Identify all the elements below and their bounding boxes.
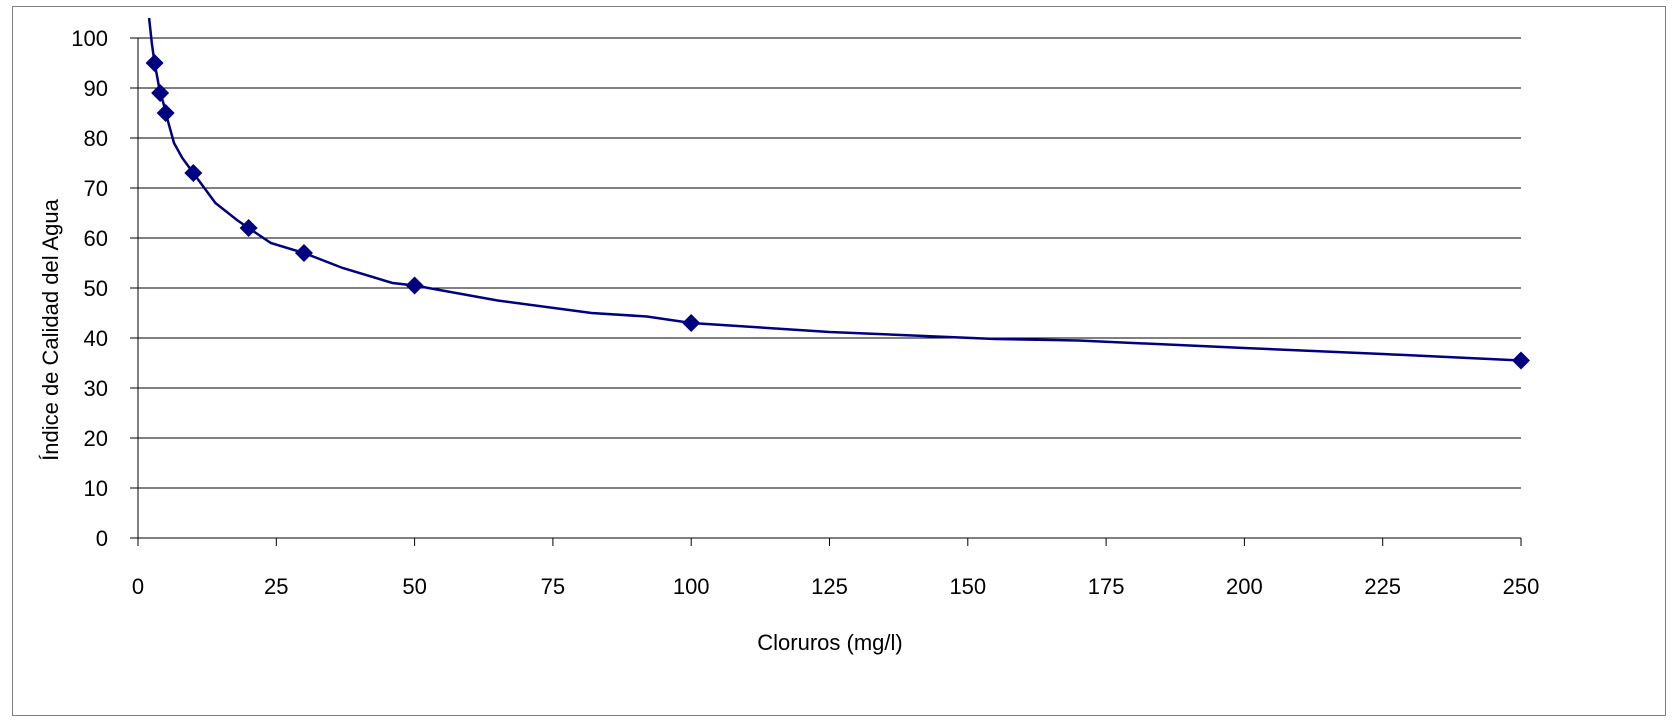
x-tick-label: 150 <box>949 574 986 599</box>
y-tick-label: 40 <box>84 326 108 351</box>
data-point-marker <box>145 54 164 72</box>
data-point-marker <box>682 314 701 332</box>
series-points <box>145 54 1530 370</box>
y-tick-label: 70 <box>84 176 108 201</box>
y-tick-label: 20 <box>84 426 108 451</box>
x-tick-label: 100 <box>673 574 710 599</box>
y-tick-label: 30 <box>84 376 108 401</box>
chart-frame <box>12 6 1666 716</box>
data-point-marker <box>156 104 175 122</box>
x-tick-labels: 0 25 50 75 100 125 150 175 200 225 250 <box>132 574 1539 599</box>
data-point-marker <box>1512 351 1530 370</box>
data-point-marker <box>294 244 313 262</box>
y-tick-label: 100 <box>71 26 108 51</box>
x-tick-label: 175 <box>1088 574 1125 599</box>
y-tick-label: 10 <box>84 476 108 501</box>
axes <box>130 37 1522 546</box>
y-tick-label: 80 <box>84 126 108 151</box>
x-tick-label: 200 <box>1226 574 1263 599</box>
x-tick-label: 0 <box>132 574 144 599</box>
y-tick-label: 50 <box>84 276 108 301</box>
x-tick-label: 50 <box>402 574 426 599</box>
y-tick-label: 90 <box>84 76 108 101</box>
x-tick-label: 75 <box>541 574 565 599</box>
y-tick-label: 0 <box>96 526 108 551</box>
data-point-marker <box>405 276 424 295</box>
y-axis-title: Índice de Calidad del Agua <box>38 198 63 461</box>
y-tick-labels: 0 10 20 30 40 50 60 70 80 90 100 <box>71 26 108 551</box>
x-tick-label: 25 <box>264 574 288 599</box>
x-tick-label: 250 <box>1503 574 1540 599</box>
y-tick-label: 60 <box>84 226 108 251</box>
data-point-marker <box>184 164 203 182</box>
x-tick-label: 225 <box>1364 574 1401 599</box>
x-axis-title: Cloruros (mg/l) <box>757 630 902 655</box>
grid-lines <box>138 37 1521 489</box>
series-curve <box>147 17 1522 362</box>
data-point-marker <box>239 219 258 237</box>
data-point-marker <box>151 84 170 102</box>
x-tick-label: 125 <box>811 574 848 599</box>
